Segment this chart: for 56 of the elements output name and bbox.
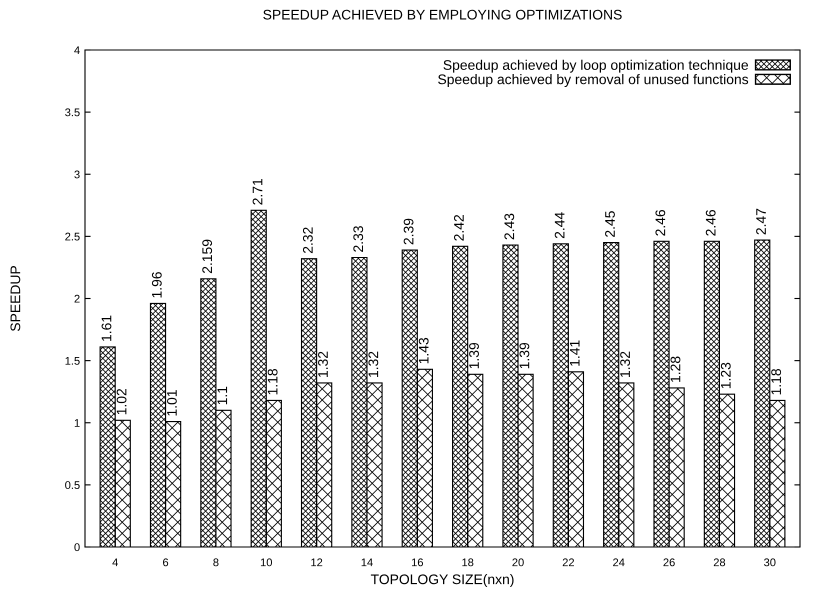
x-tick-label: 30 xyxy=(764,558,776,566)
data-label: 2.46 xyxy=(706,210,716,236)
x-tick-label: 22 xyxy=(562,558,574,566)
y-tick-label: 2 xyxy=(74,294,80,303)
y-tick-label: 0 xyxy=(74,543,80,552)
data-label: 2.33 xyxy=(353,226,364,252)
data-label: 1.02 xyxy=(116,388,126,414)
data-label: 2.45 xyxy=(605,211,615,237)
data-label: 1.28 xyxy=(670,356,680,382)
data-label: 2.42 xyxy=(454,215,464,241)
y-tick-label: 1.5 xyxy=(66,357,80,365)
x-tick-label: 26 xyxy=(663,558,675,566)
x-tick-label: 4 xyxy=(112,558,118,566)
data-label: 1.32 xyxy=(318,352,328,377)
x-axis-title: TOPOLOGY SIZE(nxn) xyxy=(370,574,514,587)
data-label: 2.44 xyxy=(554,212,564,238)
x-tick-label: 24 xyxy=(613,558,625,566)
data-label: 2.47 xyxy=(756,208,766,234)
x-tick-label: 14 xyxy=(362,558,373,566)
data-label: 1.01 xyxy=(167,390,177,416)
data-label: 1.18 xyxy=(268,368,278,394)
x-tick-label: 16 xyxy=(412,558,424,566)
data-label: 1.96 xyxy=(152,272,162,298)
data-label: 2.159 xyxy=(202,240,212,274)
data-label: 2.43 xyxy=(504,214,514,240)
data-label: 1.39 xyxy=(469,342,479,368)
x-tick-label: 8 xyxy=(213,558,219,566)
data-label: 1.43 xyxy=(418,338,429,364)
data-label: 1.32 xyxy=(620,352,630,377)
data-label: 2.32 xyxy=(302,227,313,254)
data-label: 1.61 xyxy=(102,316,112,341)
data-label: 1.23 xyxy=(720,362,731,388)
legend-label: Speedup achieved by removal of unused functions xyxy=(438,74,748,88)
y-tick-label: 0.5 xyxy=(65,481,80,490)
data-label: 2.71 xyxy=(252,178,262,205)
x-tick-label: 20 xyxy=(512,558,524,566)
y-tick-label: 2.5 xyxy=(65,232,80,241)
data-label: 2.46 xyxy=(655,210,666,236)
x-tick-label: 18 xyxy=(462,558,474,566)
data-label: 1.39 xyxy=(519,342,530,368)
y-tick-label: 3.5 xyxy=(65,108,80,116)
chart-title: SPEEDUP ACHIEVED BY EMPLOYING OPTIMIZATIONS xyxy=(263,10,622,20)
y-axis-title: SPEEDUP xyxy=(10,266,20,332)
legend-label: Speedup achieved by loop optimization technique xyxy=(443,60,748,73)
x-tick-label: 10 xyxy=(260,558,272,566)
x-tick-label: 6 xyxy=(163,558,168,566)
data-label: 1.1 xyxy=(218,386,228,404)
y-tick-label: 4 xyxy=(74,46,80,54)
data-label: 1.41 xyxy=(570,340,580,366)
y-tick-label: 1 xyxy=(74,419,80,427)
data-label: 1.32 xyxy=(368,352,378,377)
data-label: 2.39 xyxy=(404,218,414,244)
data-label: 1.18 xyxy=(771,368,782,394)
x-tick-label: 12 xyxy=(311,558,322,566)
x-tick-label: 28 xyxy=(714,558,726,566)
y-tick-label: 3 xyxy=(74,170,80,178)
